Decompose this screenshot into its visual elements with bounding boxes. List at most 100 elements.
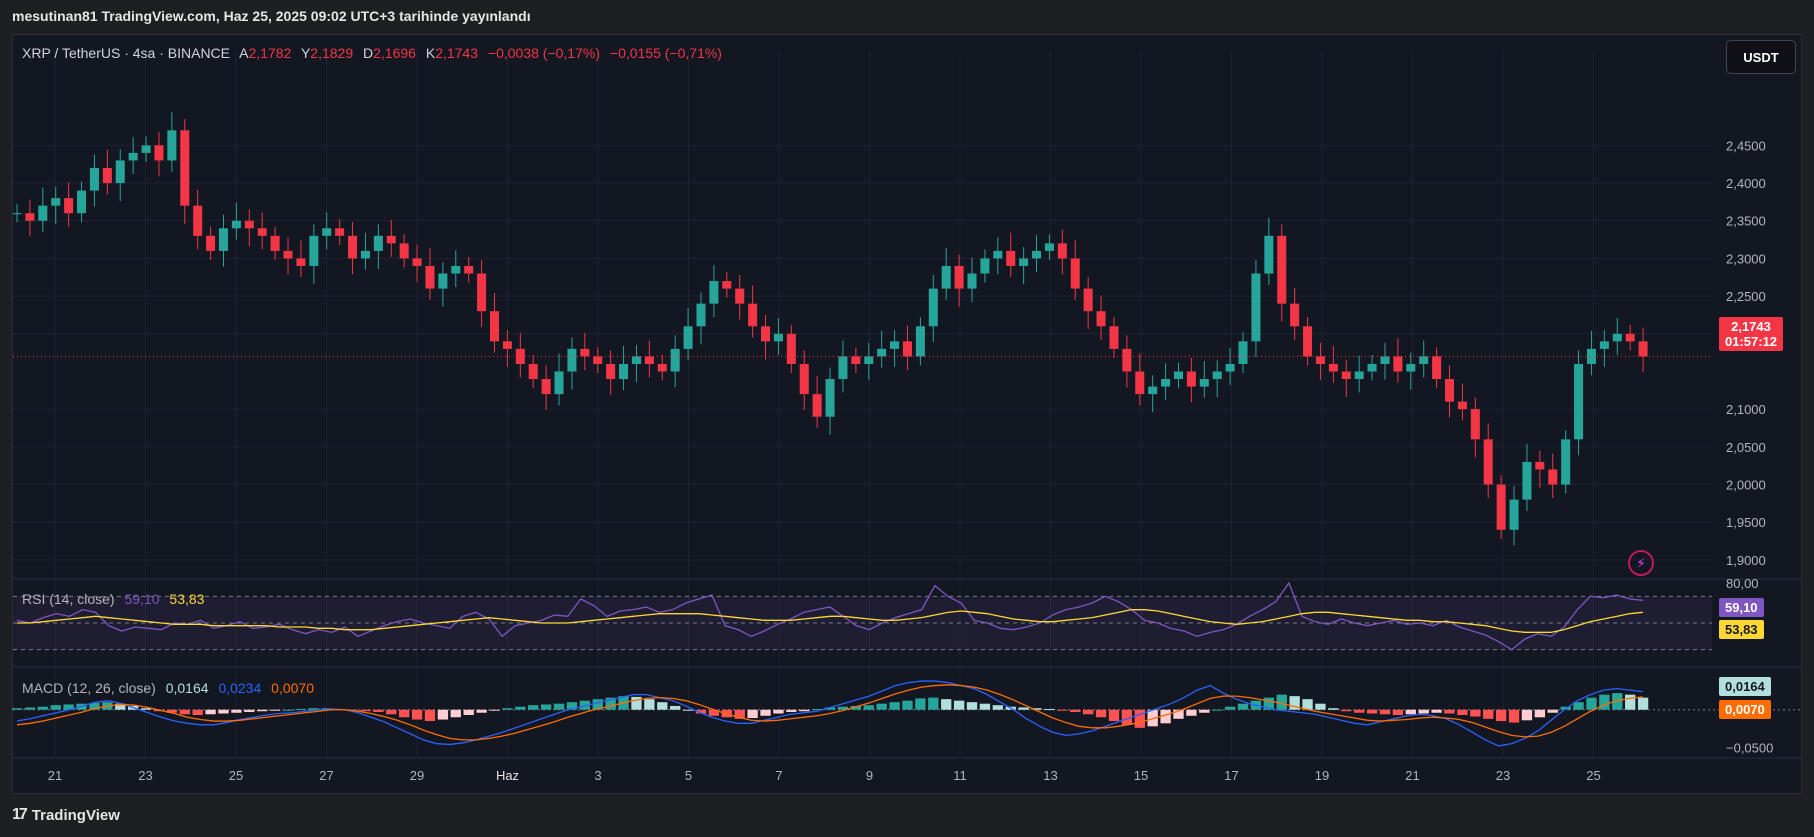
footer-brand[interactable]: 17 TradingView	[12, 806, 120, 824]
macd-histogram-bar	[1547, 709, 1558, 713]
macd-histogram-bar	[1341, 709, 1352, 712]
macd-histogram-bar	[850, 705, 862, 710]
candle-body	[1444, 379, 1455, 402]
macd-label[interactable]: MACD (12, 26, close)	[22, 680, 156, 696]
candle-body	[1496, 484, 1506, 530]
candle-body	[1599, 341, 1609, 349]
candle-body	[696, 303, 706, 327]
macd-histogram-bar	[876, 703, 887, 710]
candle-body	[218, 228, 229, 251]
macd-histogram-bar	[747, 709, 758, 719]
candle-body	[748, 303, 758, 327]
macd-histogram-bar	[1302, 699, 1313, 710]
macd-histogram-bar	[140, 708, 152, 710]
candle-body	[64, 198, 74, 214]
rsi-ma-line	[17, 609, 1643, 633]
rsi-label[interactable]: RSI (14, close)	[22, 591, 115, 607]
macd-histogram-bar	[231, 709, 242, 713]
macd-histogram-bar	[424, 709, 436, 722]
macd-histogram-bar	[605, 697, 616, 710]
macd-histogram-bar	[1070, 709, 1081, 712]
time-tick-label: 25	[229, 768, 243, 783]
last-price: 2,1743	[1731, 319, 1771, 334]
macd-histogram-bar	[902, 700, 913, 710]
high-label: Y	[300, 45, 311, 61]
candle-body	[489, 311, 500, 342]
macd-histogram-bar	[837, 706, 849, 710]
macd-histogram-bar	[1379, 709, 1391, 715]
time-tick-label: 3	[594, 768, 601, 783]
time-tick-label: 23	[138, 768, 152, 783]
macd-histogram-bar	[463, 709, 474, 716]
macd-histogram-bar	[1354, 709, 1365, 713]
candle-body	[399, 243, 409, 259]
candle-body	[270, 235, 280, 251]
candle-body	[812, 394, 822, 417]
macd-histogram-bar	[1095, 709, 1107, 718]
candle-body	[1057, 243, 1067, 259]
candle-body	[619, 363, 629, 380]
macd-histogram-bar	[1392, 709, 1404, 716]
candle-body	[1290, 303, 1300, 327]
time-tick-label: 5	[685, 768, 692, 783]
open-label: A	[239, 45, 249, 61]
candle-body	[606, 363, 616, 380]
macd-histogram-bar	[928, 697, 939, 710]
symbol-label[interactable]: XRP / TetherUS · 4sa · BINANCE	[22, 45, 230, 61]
time-tick-label: 17	[1224, 768, 1238, 783]
macd-histogram-bar	[515, 706, 526, 710]
candle-body	[941, 265, 951, 289]
candle-body	[1264, 235, 1274, 274]
macd-histogram-bar	[1173, 709, 1184, 719]
candle-body	[193, 205, 203, 236]
macd-histogram-bar	[1121, 709, 1133, 725]
macd-histogram-bar	[179, 709, 190, 715]
candle-body	[657, 363, 667, 372]
currency-button[interactable]: USDT	[1726, 40, 1796, 74]
candle-body	[1367, 363, 1377, 372]
macd-signal-tag-value: 0,0070	[1725, 702, 1765, 717]
time-tick-label: Haz	[496, 768, 519, 783]
candle-body	[1303, 326, 1313, 357]
candle-body	[231, 220, 241, 229]
lightning-icon[interactable]: ⚡	[1628, 550, 1654, 576]
macd-histogram-bar	[1199, 709, 1210, 713]
macd-histogram-bar	[282, 709, 294, 711]
candle-body	[373, 235, 383, 251]
candle-body	[1186, 371, 1196, 387]
price-tick-label: 2,3500	[1726, 214, 1766, 229]
candle-body	[1199, 379, 1209, 387]
rsi-legend: RSI (14, close) 59,10 53,83	[22, 591, 210, 607]
candle-body	[773, 333, 783, 342]
candle-body	[761, 326, 771, 342]
macd-histogram-bar	[1315, 703, 1326, 710]
candle-body	[902, 341, 912, 357]
price-tick-label: 2,1000	[1726, 402, 1766, 417]
change-value: −0,0038 (−0,17%)	[487, 45, 600, 61]
rsi-ma-value: 53,83	[169, 591, 205, 607]
macd-histogram-bar	[1237, 703, 1249, 710]
time-tick-label: 11	[953, 768, 967, 783]
candle-body	[502, 341, 512, 349]
candle-body	[1638, 341, 1648, 357]
candle-body	[1135, 371, 1145, 395]
macd-hist-tag-value: 0,0164	[1725, 679, 1765, 694]
candle-body	[1522, 461, 1532, 500]
macd-histogram-bar	[553, 703, 565, 710]
macd-hist-value: 0,0164	[165, 680, 209, 696]
macd-histogram-bar	[63, 704, 74, 710]
candle-body	[412, 258, 422, 266]
macd-histogram-bar	[915, 698, 926, 710]
time-tick-label: 25	[1586, 768, 1600, 783]
macd-histogram-bar	[166, 709, 178, 713]
price-tick-label: 2,0000	[1726, 478, 1766, 493]
candle-body	[12, 213, 22, 215]
macd-histogram-bar	[1444, 709, 1455, 714]
macd-histogram-bar	[992, 705, 1003, 710]
candle-body	[1148, 386, 1158, 395]
candle-body	[967, 273, 977, 289]
macd-legend: MACD (12, 26, close) 0,0164 0,0234 0,007…	[22, 680, 320, 696]
candle-body	[25, 213, 35, 221]
macd-histogram-bar	[1366, 709, 1378, 714]
